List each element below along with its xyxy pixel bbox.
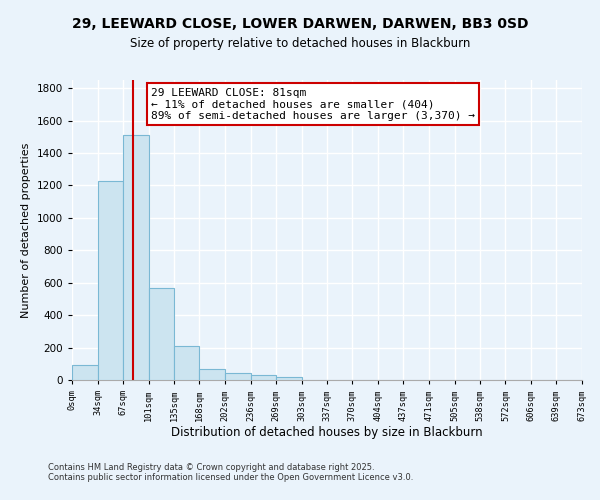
Text: 29, LEEWARD CLOSE, LOWER DARWEN, DARWEN, BB3 0SD: 29, LEEWARD CLOSE, LOWER DARWEN, DARWEN,…	[72, 18, 528, 32]
Bar	[251, 375, 276, 380]
X-axis label: Distribution of detached houses by size in Blackburn: Distribution of detached houses by size …	[171, 426, 483, 439]
Bar	[149, 288, 175, 380]
Text: Size of property relative to detached houses in Blackburn: Size of property relative to detached ho…	[130, 38, 470, 51]
Y-axis label: Number of detached properties: Number of detached properties	[21, 142, 31, 318]
Bar	[72, 366, 98, 380]
Bar	[199, 370, 225, 380]
Text: Contains HM Land Registry data © Crown copyright and database right 2025.
Contai: Contains HM Land Registry data © Crown c…	[48, 463, 413, 482]
Text: 29 LEEWARD CLOSE: 81sqm
← 11% of detached houses are smaller (404)
89% of semi-d: 29 LEEWARD CLOSE: 81sqm ← 11% of detache…	[151, 88, 475, 120]
Bar	[225, 372, 251, 380]
Bar	[123, 135, 149, 380]
Bar	[276, 377, 302, 380]
Bar	[175, 346, 199, 380]
Bar	[98, 180, 123, 380]
